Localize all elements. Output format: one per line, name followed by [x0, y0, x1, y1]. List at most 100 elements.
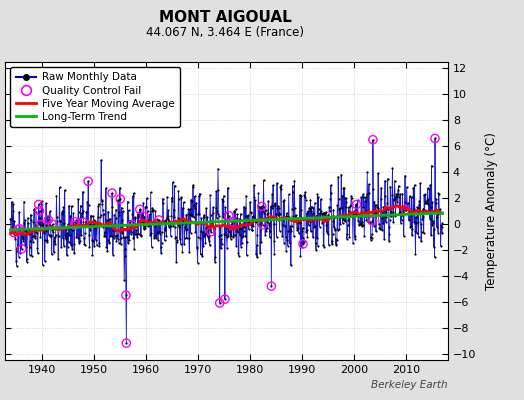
Point: [137, 212, 146, 218]
Point: [78, 210, 86, 216]
Point: [323, 229, 331, 235]
Point: [276, 228, 284, 234]
Point: [358, 222, 367, 228]
Point: [140, 223, 149, 229]
Point: [283, 213, 291, 220]
Point: [253, 254, 261, 260]
Point: [13, 263, 21, 269]
Point: [162, 217, 170, 223]
Point: [296, 220, 304, 226]
Point: [53, 224, 62, 231]
Point: [7, 226, 15, 232]
Point: [187, 212, 195, 218]
Point: [433, 211, 442, 218]
Point: [402, 206, 410, 213]
Point: [356, 220, 365, 227]
Point: [120, 277, 128, 283]
Point: [294, 225, 302, 232]
Point: [310, 215, 318, 222]
Point: [201, 231, 209, 237]
Point: [325, 204, 333, 210]
Point: [108, 190, 116, 196]
Point: [204, 224, 213, 231]
Point: [428, 222, 436, 229]
Point: [401, 206, 410, 213]
Point: [363, 190, 371, 197]
Point: [22, 227, 30, 233]
Point: [315, 223, 324, 230]
Point: [388, 192, 396, 198]
Point: [414, 218, 422, 225]
Point: [285, 214, 293, 220]
Point: [381, 214, 390, 220]
Point: [419, 214, 427, 220]
Point: [148, 204, 157, 211]
Point: [361, 198, 369, 204]
Point: [291, 205, 299, 212]
Point: [147, 230, 155, 236]
Point: [258, 208, 266, 214]
Point: [406, 193, 414, 199]
Point: [178, 248, 187, 255]
Point: [164, 207, 172, 214]
Point: [410, 219, 418, 225]
Point: [193, 259, 202, 266]
Point: [152, 234, 160, 241]
Point: [136, 232, 145, 238]
Point: [60, 242, 68, 249]
Point: [118, 217, 127, 223]
Point: [248, 226, 256, 233]
Y-axis label: Temperature Anomaly (°C): Temperature Anomaly (°C): [485, 132, 498, 290]
Point: [244, 212, 253, 218]
Point: [243, 213, 252, 220]
Point: [48, 221, 57, 228]
Point: [314, 206, 323, 212]
Point: [392, 193, 401, 199]
Point: [121, 253, 129, 259]
Point: [192, 244, 201, 250]
Point: [381, 177, 389, 184]
Point: [149, 207, 157, 214]
Point: [401, 172, 409, 179]
Point: [266, 228, 274, 234]
Point: [411, 251, 420, 258]
Point: [316, 210, 324, 216]
Point: [24, 220, 32, 227]
Point: [132, 215, 140, 222]
Point: [89, 213, 97, 219]
Point: [220, 193, 228, 199]
Point: [350, 210, 358, 216]
Point: [271, 202, 279, 208]
Point: [314, 194, 322, 200]
Point: [315, 214, 323, 220]
Point: [408, 225, 417, 232]
Point: [290, 233, 298, 240]
Point: [344, 217, 352, 223]
Point: [229, 234, 237, 240]
Point: [412, 220, 421, 226]
Point: [205, 242, 214, 248]
Point: [48, 227, 56, 233]
Point: [309, 234, 317, 241]
Point: [99, 207, 107, 213]
Point: [349, 240, 357, 246]
Point: [373, 203, 381, 210]
Point: [416, 209, 424, 216]
Point: [96, 214, 104, 220]
Point: [60, 187, 69, 193]
Point: [97, 197, 106, 204]
Point: [138, 219, 147, 225]
Point: [184, 206, 193, 212]
Point: [221, 296, 229, 302]
Point: [431, 135, 439, 142]
Point: [48, 251, 56, 258]
Point: [374, 212, 383, 218]
Point: [331, 226, 339, 233]
Point: [382, 219, 390, 225]
Point: [258, 221, 267, 228]
Point: [394, 187, 402, 193]
Point: [430, 244, 438, 250]
Point: [145, 222, 153, 228]
Point: [313, 191, 322, 197]
Point: [250, 217, 259, 223]
